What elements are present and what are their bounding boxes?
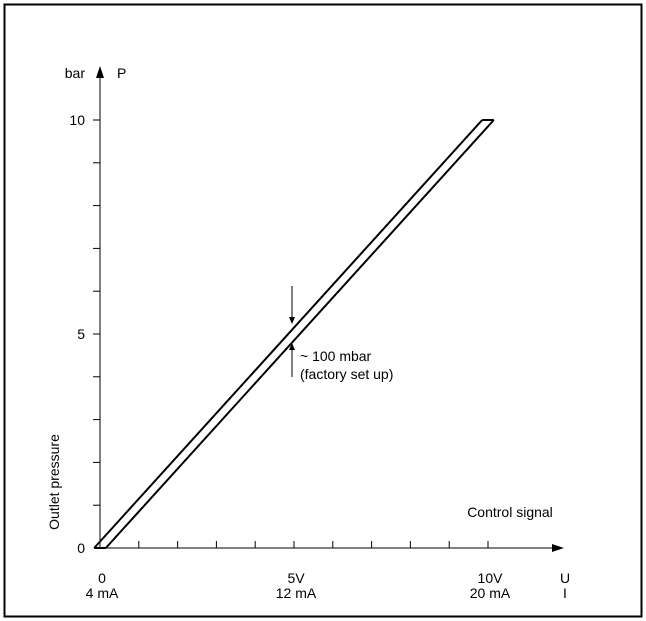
y-axis-arrow bbox=[96, 66, 104, 78]
chart-frame bbox=[3, 3, 643, 618]
series-layer bbox=[93, 119, 495, 549]
annotation-text-2: (factory set up) bbox=[300, 366, 393, 382]
x-tick-label-current: 4 mA bbox=[86, 585, 119, 601]
x-tick-label-voltage: 10V bbox=[478, 570, 504, 586]
y-tick-label: 10 bbox=[69, 112, 85, 128]
y-tick-label: 5 bbox=[77, 326, 85, 342]
series-line-upper bbox=[93, 119, 483, 549]
x-symbol-voltage: U bbox=[560, 570, 570, 586]
y-axis-title: Outlet pressure bbox=[46, 434, 62, 530]
x-axis-title: Control signal bbox=[467, 504, 553, 520]
series-line-lower bbox=[105, 119, 495, 549]
annotation-arrow-down-head bbox=[289, 317, 295, 324]
y-symbol-label: P bbox=[117, 65, 126, 81]
x-symbol-current: I bbox=[563, 585, 567, 601]
annotation-arrow-up-head bbox=[289, 343, 295, 350]
y-tick-label: 0 bbox=[77, 540, 85, 556]
annotation: ~ 100 mbar (factory set up) bbox=[289, 286, 393, 382]
x-tick-label-current: 20 mA bbox=[470, 585, 511, 601]
x-axis-arrow bbox=[552, 544, 564, 552]
x-tick-label-voltage: 0 bbox=[98, 570, 106, 586]
x-tick-label-current: 12 mA bbox=[276, 585, 317, 601]
x-tick-label-voltage: 5V bbox=[287, 570, 305, 586]
y-unit-label: bar bbox=[65, 65, 86, 81]
annotation-text-1: ~ 100 mbar bbox=[300, 348, 372, 364]
